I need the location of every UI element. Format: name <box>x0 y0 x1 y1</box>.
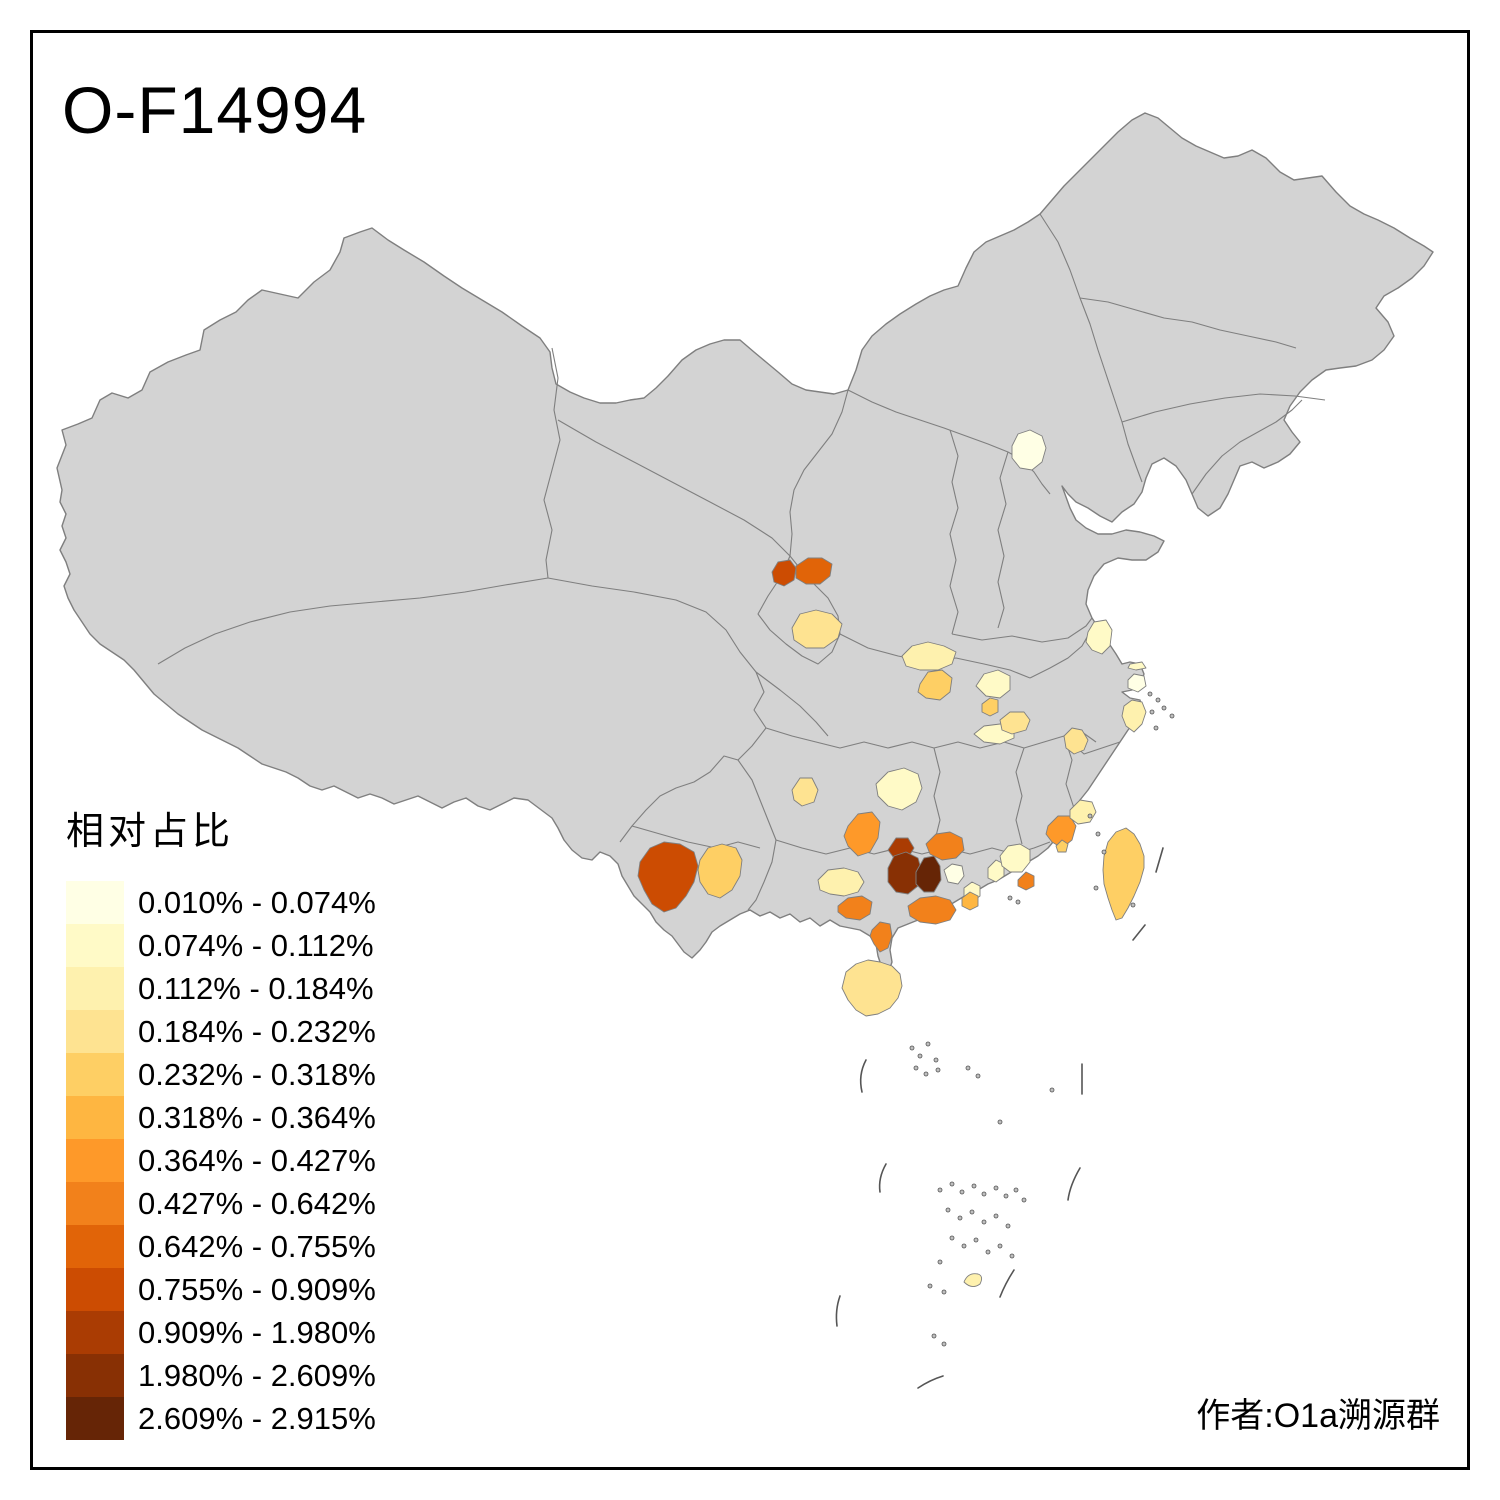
legend-item-1: 0.010% - 0.074% <box>66 881 376 924</box>
legend: 相对占比 0.010% - 0.074% 0.074% - 0.112% 0.112… <box>66 800 376 1440</box>
map-region-r33 <box>987 859 1005 883</box>
legend-swatch <box>66 1096 124 1139</box>
legend-item-label: 0.909% - 1.980% <box>138 1314 376 1350</box>
legend-swatch <box>66 881 124 924</box>
legend-swatch <box>66 1397 124 1440</box>
map-region-r01 <box>1011 429 1047 471</box>
map-region-r17 <box>875 767 923 811</box>
map-region-r36 <box>1045 815 1077 849</box>
legend-swatch <box>66 1182 124 1225</box>
legend-items: 0.010% - 0.074% 0.074% - 0.112% 0.112% - 0… <box>66 881 376 1440</box>
legend-item-10: 0.755% - 0.909% <box>66 1268 376 1311</box>
legend-swatch <box>66 924 124 967</box>
map-region-r08 <box>981 697 999 717</box>
dash-east-of-taiwan <box>1155 847 1164 873</box>
dash-south-of-taiwan <box>1132 924 1146 941</box>
legend-swatch <box>66 1053 124 1096</box>
legend-item-11: 0.909% - 1.980% <box>66 1311 376 1354</box>
author-credit: 作者:O1a溯源群 <box>1196 1397 1440 1435</box>
legend-item-label: 1.980% - 2.609% <box>138 1357 376 1393</box>
legend-item-label: 0.364% - 0.427% <box>138 1142 376 1178</box>
legend-title: 相对占比 <box>66 811 235 853</box>
nine-dash-segment <box>1067 1167 1081 1201</box>
map-region-r22 <box>837 895 873 921</box>
legend-swatch <box>66 1139 124 1182</box>
legend-item-label: 0.755% - 0.909% <box>138 1271 376 1307</box>
legend-item-label: 0.232% - 0.318% <box>138 1056 376 1092</box>
legend-item-7: 0.364% - 0.427% <box>66 1139 376 1182</box>
nine-dash-segment <box>878 1163 887 1193</box>
map-region-r31 <box>869 921 893 953</box>
province-borders <box>157 213 1326 911</box>
nine-dash-segment <box>859 1059 867 1093</box>
legend-item-label: 0.010% - 0.074% <box>138 884 376 920</box>
mainland-landmass <box>56 112 1434 975</box>
legend-swatch <box>66 1225 124 1268</box>
map-region-r25 <box>915 855 942 893</box>
legend-item-label: 0.074% - 0.112% <box>138 927 374 963</box>
nine-dash-segment <box>999 1269 1015 1298</box>
legend-item-2: 0.074% - 0.112% <box>66 924 376 967</box>
map-region-r39-taiwan <box>1102 827 1145 921</box>
map-region-r18 <box>843 811 881 857</box>
legend-item-label: 2.609% - 2.915% <box>138 1400 376 1436</box>
map-region-r14 <box>1121 699 1147 733</box>
map-region-r26 <box>925 831 965 861</box>
map-region-r12 <box>1127 673 1147 693</box>
legend-swatch <box>66 1268 124 1311</box>
legend-item-label: 0.184% - 0.232% <box>138 1013 376 1049</box>
map-region-r05 <box>901 641 957 671</box>
legend-swatch <box>66 967 124 1010</box>
map-region-r16 <box>791 777 819 807</box>
map-region-r03 <box>795 557 833 585</box>
map-region-r35 <box>999 843 1031 873</box>
map-region-r38 <box>1055 839 1069 853</box>
legend-item-label: 0.112% - 0.184% <box>138 970 374 1006</box>
legend-swatch <box>66 1311 124 1354</box>
map-region-r20 <box>697 843 743 899</box>
legend-item-label: 0.318% - 0.364% <box>138 1099 376 1135</box>
map-region-r07 <box>975 669 1011 699</box>
map-region-r32-hainan <box>841 959 903 1017</box>
map-region-r29 <box>907 895 957 925</box>
sea-islands-and-dashes <box>835 847 1164 1389</box>
legend-swatch <box>66 1354 124 1397</box>
nine-dash-segment <box>835 1295 841 1327</box>
map-region-r10 <box>999 711 1031 735</box>
map-region-r04 <box>791 609 843 649</box>
map-region-r40-islet <box>963 1273 983 1287</box>
map-region-r13 <box>1127 661 1147 671</box>
map-region-r06 <box>917 669 953 701</box>
legend-item-13: 2.609% - 2.915% <box>66 1397 376 1440</box>
legend-item-label: 0.427% - 0.642% <box>138 1185 376 1221</box>
mainland-outline <box>56 112 1434 975</box>
island-specks <box>909 691 1175 1347</box>
legend-item-3: 0.112% - 0.184% <box>66 967 376 1010</box>
map-region-r02 <box>771 559 797 587</box>
legend-item-12: 1.980% - 2.609% <box>66 1354 376 1397</box>
map-region-r21 <box>817 867 865 897</box>
map-region-r34 <box>1017 871 1035 891</box>
legend-swatch <box>66 1010 124 1053</box>
map-region-r19 <box>637 841 699 913</box>
map-region-r11 <box>1085 619 1113 655</box>
legend-item-label: 0.642% - 0.755% <box>138 1228 376 1264</box>
legend-item-6: 0.318% - 0.364% <box>66 1096 376 1139</box>
legend-item-8: 0.427% - 0.642% <box>66 1182 376 1225</box>
map-region-r15 <box>1063 727 1089 755</box>
legend-item-5: 0.232% - 0.318% <box>66 1053 376 1096</box>
map-region-r27 <box>943 863 965 885</box>
legend-item-4: 0.184% - 0.232% <box>66 1010 376 1053</box>
legend-item-9: 0.642% - 0.755% <box>66 1225 376 1268</box>
map-title: O-F14994 <box>62 73 368 147</box>
colored-regions <box>637 429 1147 1287</box>
map-region-r30 <box>961 891 979 911</box>
nine-dash-segment <box>917 1375 944 1389</box>
